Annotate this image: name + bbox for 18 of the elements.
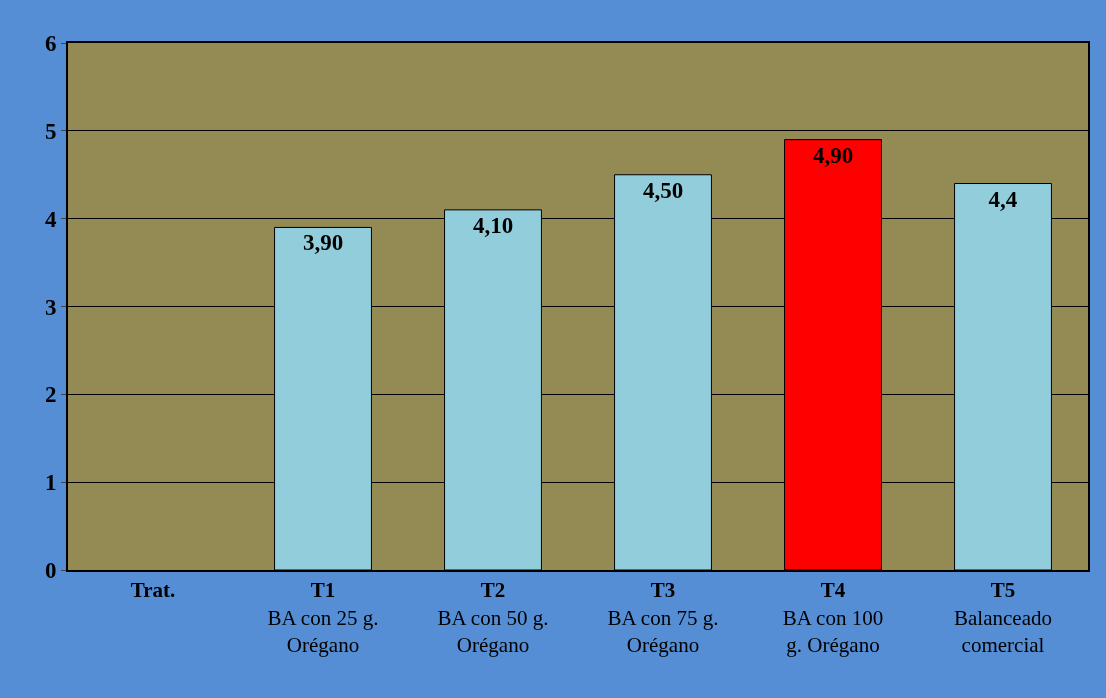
x-tick-label: T2 BA con 50 g. Orégano bbox=[437, 578, 549, 657]
x-tick-label: T1 BA con 25 g. Orégano bbox=[267, 578, 379, 657]
data-label: 4,90 bbox=[812, 142, 854, 168]
x-tick-label: T4 BA con 100 g. Orégano bbox=[782, 578, 884, 657]
y-tick-label: 0 bbox=[44, 558, 57, 584]
y-tick-label: 2 bbox=[44, 382, 57, 408]
x-tick-label: Trat. bbox=[130, 578, 176, 603]
y-tick-label: 6 bbox=[44, 31, 57, 57]
data-label: 4,10 bbox=[472, 212, 514, 238]
x-tick-label: T5 Balanceado comercial bbox=[954, 578, 1052, 657]
y-tick-label: 5 bbox=[44, 118, 57, 144]
y-tick-label: 1 bbox=[44, 470, 57, 496]
data-label: 3,90 bbox=[302, 230, 344, 256]
x-tick-label: T3 BA con 75 g. Orégano bbox=[607, 578, 719, 657]
data-label: 4,4 bbox=[988, 186, 1018, 212]
y-tick-label: 3 bbox=[44, 294, 57, 320]
data-label: 4,50 bbox=[642, 177, 684, 203]
y-tick-label: 4 bbox=[44, 206, 57, 232]
